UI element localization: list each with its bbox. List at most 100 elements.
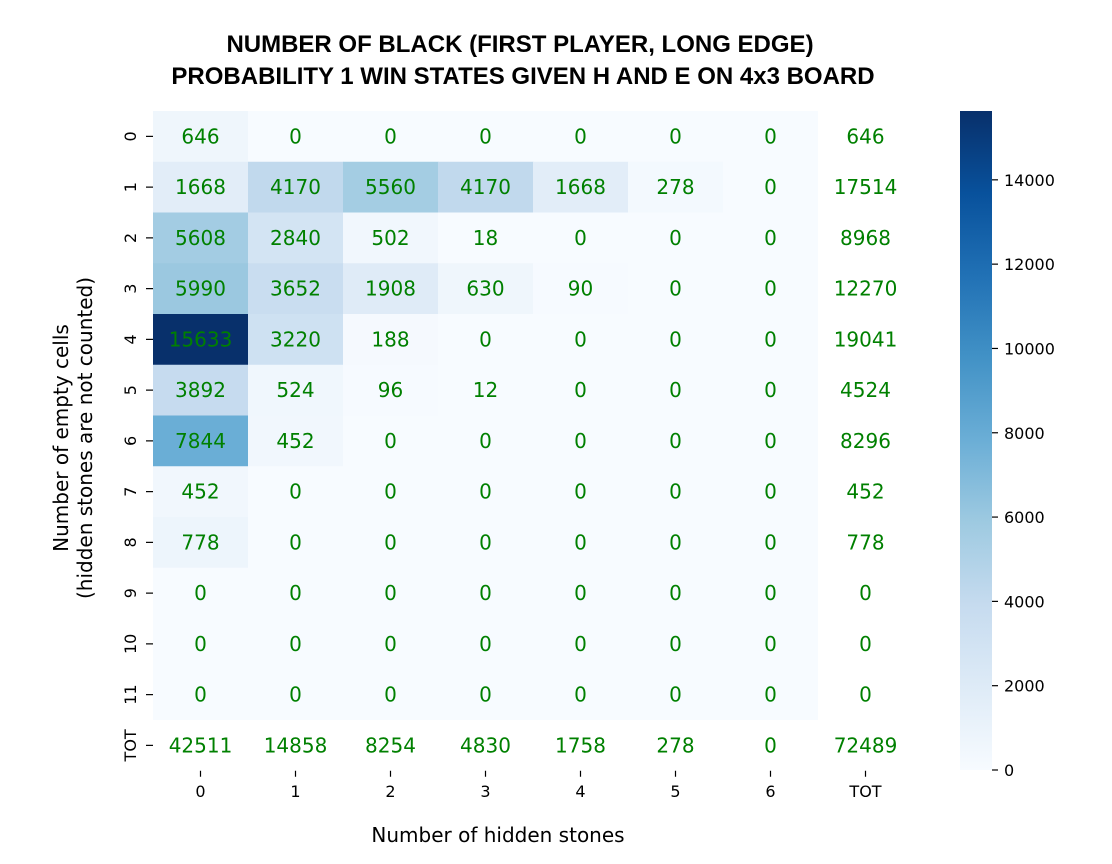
heatmap-cell <box>153 263 249 315</box>
colorbar-tick-label: 6000 <box>1004 508 1045 527</box>
heatmap-cell <box>628 263 724 315</box>
cell-value-label: 0 <box>384 632 397 656</box>
cell-value-label: 278 <box>656 175 694 199</box>
y-tick-label: 10 <box>121 634 140 654</box>
heatmap-cell <box>723 720 819 772</box>
cell-value-label: 0 <box>384 581 397 605</box>
y-tick-label: 1 <box>121 182 140 192</box>
cell-value-label: 5560 <box>365 175 416 199</box>
cell-value-label: 452 <box>846 480 884 504</box>
cell-value-label: 1758 <box>555 733 606 757</box>
heatmap-cell <box>153 111 249 163</box>
cell-value-label: 0 <box>669 327 682 351</box>
heatmap-cell <box>533 314 629 366</box>
y-tick-label: 4 <box>121 334 140 344</box>
heatmap-cell <box>628 364 724 416</box>
cell-value-label: 0 <box>289 480 302 504</box>
x-tick-label: 6 <box>765 782 775 801</box>
cell-value-label: 1908 <box>365 277 416 301</box>
y-tick-label: 6 <box>121 436 140 446</box>
heatmap-cell <box>723 111 819 163</box>
y-axis-label-line-2: (hidden stones are not counted) <box>73 277 97 599</box>
heatmap-cell <box>343 263 439 315</box>
heatmap-cell <box>343 314 439 366</box>
y-axis-label-line-1: Number of empty cells <box>49 324 73 552</box>
heatmap-cell <box>818 161 914 213</box>
heatmap-cell <box>153 415 249 467</box>
cell-value-label: 8254 <box>365 733 416 757</box>
heatmap-cell <box>723 517 819 569</box>
cell-value-label: 0 <box>574 226 587 250</box>
heatmap-cell <box>533 212 629 264</box>
cell-value-label: 0 <box>574 480 587 504</box>
colorbar-tick-label: 8000 <box>1004 424 1045 443</box>
heatmap-cell <box>153 212 249 264</box>
heatmap-cell <box>723 263 819 315</box>
heatmap-cell <box>533 720 629 772</box>
cell-value-label: 0 <box>764 581 777 605</box>
heatmap-cell <box>533 415 629 467</box>
heatmap-cell <box>438 314 534 366</box>
heatmap-cell <box>248 466 344 518</box>
heatmap-cell <box>438 669 534 721</box>
x-axis-label: Number of hidden stones <box>371 823 624 847</box>
cell-value-label: 1668 <box>555 175 606 199</box>
heatmap-cell <box>533 111 629 163</box>
heatmap-cell <box>248 314 344 366</box>
cell-value-label: 646 <box>846 124 884 148</box>
heatmap-cell <box>438 567 534 619</box>
heatmap-cell <box>628 161 724 213</box>
cell-value-label: 90 <box>568 277 593 301</box>
cell-value-label: 646 <box>181 124 219 148</box>
heatmap-cell <box>533 161 629 213</box>
cell-value-label: 0 <box>669 530 682 554</box>
colorbar-tick-label: 12000 <box>1004 255 1055 274</box>
x-tick-label: 3 <box>480 782 490 801</box>
heatmap-cell <box>438 212 534 264</box>
heatmap-cell <box>723 161 819 213</box>
cell-value-label: 0 <box>479 683 492 707</box>
heatmap-cell <box>438 364 534 416</box>
heatmap-cell <box>628 517 724 569</box>
cell-value-label: 0 <box>669 378 682 402</box>
cell-value-label: 2840 <box>270 226 321 250</box>
colorbar-tick-label: 14000 <box>1004 171 1055 190</box>
heatmap-cell <box>438 415 534 467</box>
cell-value-label: 7844 <box>175 429 226 453</box>
heatmap-cell <box>818 517 914 569</box>
cell-value-label: 0 <box>764 733 777 757</box>
cell-value-label: 42511 <box>169 733 233 757</box>
cell-value-label: 3220 <box>270 327 321 351</box>
heatmap-cell <box>343 669 439 721</box>
heatmap-cell <box>723 364 819 416</box>
heatmap-cell <box>343 720 439 772</box>
heatmap-cell <box>818 669 914 721</box>
cell-value-label: 0 <box>479 327 492 351</box>
heatmap-cell <box>343 415 439 467</box>
cell-value-label: 0 <box>479 480 492 504</box>
heatmap-cell <box>818 212 914 264</box>
heatmap-cell <box>723 618 819 670</box>
x-axis-ticks: 0 1 2 3 4 5 6 TOT <box>195 770 882 801</box>
cell-value-label: 0 <box>289 124 302 148</box>
heatmap-cell <box>818 466 914 518</box>
cell-value-label: 0 <box>479 429 492 453</box>
heatmap-cell <box>248 263 344 315</box>
y-tick-label: 5 <box>121 385 140 395</box>
heatmap-cell <box>438 263 534 315</box>
heatmap-cell <box>248 669 344 721</box>
cell-value-label: 12 <box>473 378 498 402</box>
heatmap-cell <box>628 212 724 264</box>
cell-value-label: 0 <box>764 480 777 504</box>
heatmap-cell <box>153 720 249 772</box>
heatmap-cell <box>438 161 534 213</box>
cell-value-label: 4830 <box>460 733 511 757</box>
cell-value-label: 0 <box>479 124 492 148</box>
heatmap-cell <box>723 669 819 721</box>
colorbar-tick-label: 4000 <box>1004 592 1045 611</box>
heatmap-cell <box>723 314 819 366</box>
heatmap-cell <box>818 720 914 772</box>
y-tick-label: 8 <box>121 537 140 547</box>
heatmap-cell <box>248 415 344 467</box>
cell-value-label: 778 <box>181 530 219 554</box>
